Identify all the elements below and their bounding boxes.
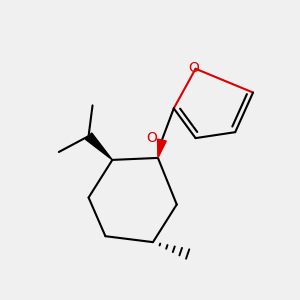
Text: O: O xyxy=(188,61,199,75)
Polygon shape xyxy=(158,139,166,158)
Text: O: O xyxy=(146,131,158,145)
Polygon shape xyxy=(85,133,112,160)
